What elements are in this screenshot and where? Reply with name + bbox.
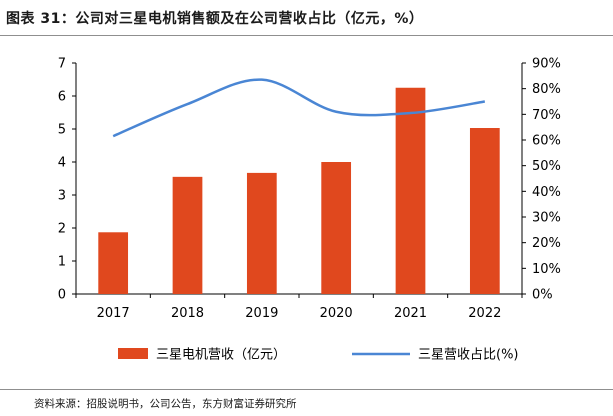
x-tick-label: 2022: [468, 306, 501, 321]
left-tick-label: 2: [58, 222, 66, 237]
top-rule: [0, 35, 613, 36]
bar: [246, 172, 277, 294]
right-tick-label: 40%: [532, 185, 561, 200]
right-tick-label: 30%: [532, 211, 561, 226]
bar: [98, 232, 129, 294]
source-note: 资料来源：招股说明书，公司公告，东方财富证券研究所: [34, 398, 297, 410]
left-tick-label: 4: [58, 156, 66, 171]
bar: [172, 176, 203, 294]
right-tick-label: 70%: [532, 108, 561, 123]
right-tick-label: 80%: [532, 82, 561, 97]
right-tick-label: 60%: [532, 134, 561, 149]
share-line: [112, 78, 486, 138]
legend-bar-swatch: [118, 348, 148, 359]
x-tick-label: 2017: [97, 306, 130, 321]
left-tick-label: 1: [58, 255, 66, 270]
x-tick-label: 2021: [394, 306, 427, 321]
left-tick-label: 6: [58, 90, 66, 105]
left-tick-label: 0: [58, 288, 66, 303]
right-tick-label: 10%: [532, 262, 561, 277]
right-tick-label: 0%: [532, 288, 553, 303]
x-tick-label: 2019: [245, 306, 278, 321]
bottom-rule: [0, 389, 613, 390]
chart-title: 图表 31：公司对三星电机销售额及在公司营收占比（亿元，%）: [6, 11, 424, 27]
right-tick-label: 90%: [532, 57, 561, 72]
x-tick-label: 2020: [320, 306, 353, 321]
left-tick-label: 5: [58, 123, 66, 138]
left-tick-label: 7: [58, 57, 66, 72]
bar: [469, 128, 500, 294]
legend-line-label: 三星营收占比(%): [418, 348, 519, 363]
right-tick-label: 20%: [532, 236, 561, 251]
legend-bar-label: 三星电机营收（亿元）: [156, 348, 286, 363]
bar: [321, 162, 352, 294]
right-tick-label: 50%: [532, 159, 561, 174]
x-tick-label: 2018: [171, 306, 204, 321]
chart-svg: 012345670%10%20%30%40%50%60%70%80%90%201…: [58, 57, 561, 363]
left-tick-label: 3: [58, 189, 66, 204]
bar: [395, 87, 426, 294]
